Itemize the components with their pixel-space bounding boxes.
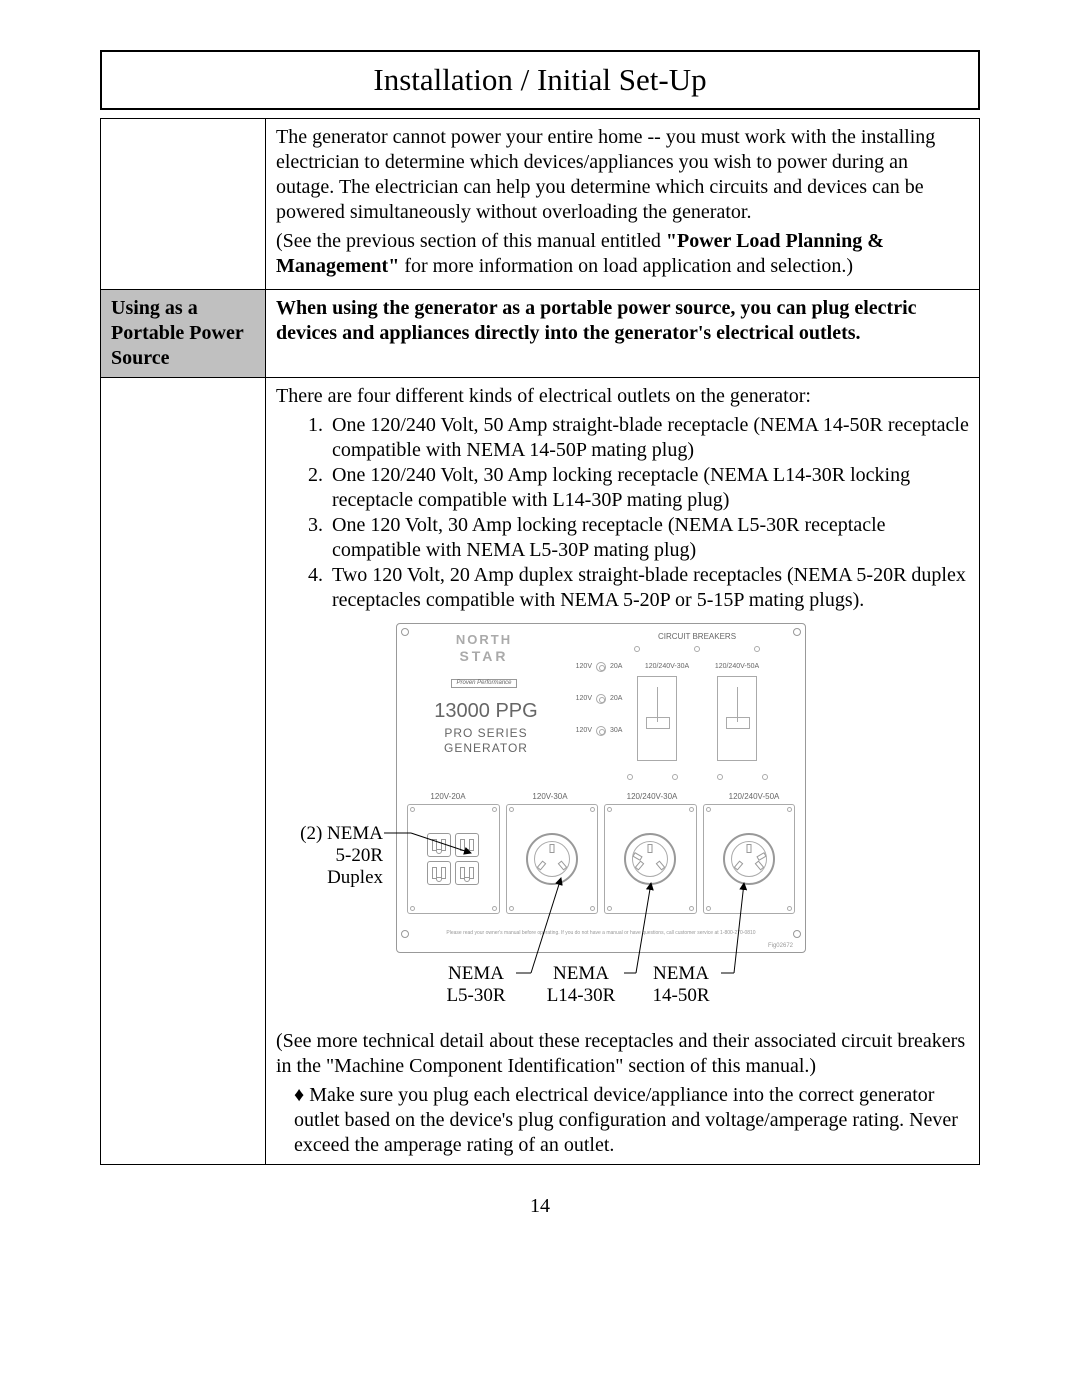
outlet-5-20r xyxy=(407,804,500,914)
outlet-item-2: One 120/240 Volt, 30 Amp locking recepta… xyxy=(328,463,969,513)
callout-l5-30r: NEMA L5-30R xyxy=(431,963,521,1007)
main-table: The generator cannot power your entire h… xyxy=(100,118,980,1165)
part-number: Fig02672 xyxy=(768,943,793,951)
outlet-l14-30r xyxy=(604,804,697,914)
callout-14-50r: NEMA 14-50R xyxy=(636,963,726,1007)
brand-box: NORTH STAR Proven Performance xyxy=(419,632,549,691)
see-more: (See more technical detail about these r… xyxy=(276,1029,969,1079)
outlet-item-4: Two 120 Volt, 20 Amp duplex straight-bla… xyxy=(328,563,969,613)
sidebar-empty-2 xyxy=(101,378,266,1165)
lead-cell: When using the generator as a portable p… xyxy=(266,290,980,378)
fine-print: Please read your owner's manual before o… xyxy=(417,930,785,936)
sidebar-empty xyxy=(101,119,266,290)
outlet-item-3: One 120 Volt, 30 Amp locking receptacle … xyxy=(328,513,969,563)
page-title: Installation / Initial Set-Up xyxy=(102,62,978,98)
page-number: 14 xyxy=(100,1195,980,1218)
model-block: 13000 PPG PRO SERIES GENERATOR xyxy=(411,699,561,756)
breaker-30a xyxy=(637,676,677,761)
outlet-l5-30r xyxy=(506,804,599,914)
body-cell: There are four different kinds of electr… xyxy=(266,378,980,1165)
outlet-14-50r xyxy=(703,804,796,914)
outlet-item-1: One 120/240 Volt, 50 Amp straight-blade … xyxy=(328,413,969,463)
outlet-row xyxy=(407,804,795,914)
callout-l14-30r: NEMA L14-30R xyxy=(531,963,631,1007)
outlet-intro: There are four different kinds of electr… xyxy=(276,384,969,409)
intro-cell: The generator cannot power your entire h… xyxy=(266,119,980,290)
outlet-labels-row: 120V-20A 120V-30A 120/240V-30A 120/240V-… xyxy=(397,792,805,802)
bullet-1: Make sure you plug each electrical devic… xyxy=(294,1083,969,1158)
breaker-50a xyxy=(717,676,757,761)
callout-5-20r: (2) NEMA 5-20R Duplex xyxy=(268,823,383,889)
intro-para2: (See the previous section of this manual… xyxy=(276,229,969,279)
cb-labels: 120V 20A 120/240V-30A 120/240V-50A 120V … xyxy=(562,662,802,758)
intro-para1: The generator cannot power your entire h… xyxy=(276,125,969,225)
cb-title: CIRCUIT BREAKERS xyxy=(607,632,787,642)
title-box: Installation / Initial Set-Up xyxy=(100,50,980,110)
generator-panel: NORTH STAR Proven Performance 13000 PPG … xyxy=(396,623,806,953)
lead-bold: When using the generator as a portable p… xyxy=(276,297,917,344)
bullet-list: Make sure you plug each electrical devic… xyxy=(294,1083,969,1158)
sidebar-heading: Using as a Portable Power Source xyxy=(101,290,266,378)
panel-figure: NORTH STAR Proven Performance 13000 PPG … xyxy=(276,623,969,1023)
outlet-list: One 120/240 Volt, 50 Amp straight-blade … xyxy=(328,413,969,613)
